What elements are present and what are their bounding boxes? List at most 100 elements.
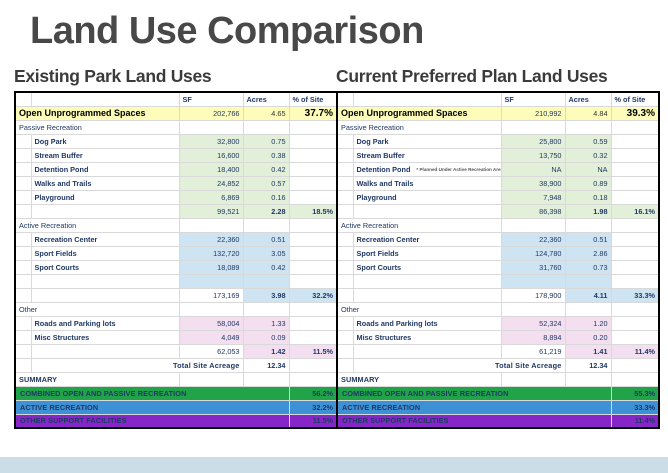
item-label: Detention Pond	[30, 161, 180, 177]
item-label: Misc Structures	[352, 329, 502, 345]
table-row: Walks and Trails 24,852 0.57	[14, 175, 338, 191]
section-header-passive: Passive Recreation	[14, 119, 180, 135]
item-sf: 7,948	[500, 189, 566, 205]
open-acres: 4.84	[564, 105, 612, 121]
table-row: Recreation Center 22,360 0.51	[336, 231, 660, 247]
item-label: Sport Fields	[352, 245, 502, 261]
row-open-unprogrammed: Open Unprogrammed Spaces 202,766 4.65 37…	[14, 105, 338, 121]
item-sf: 18,400	[178, 161, 244, 177]
item-label: Detention Pond	[356, 164, 411, 174]
item-acres: 0.51	[242, 231, 290, 247]
item-label: Stream Buffer	[352, 147, 502, 163]
row-other-subtotal: 62,053 1.42 11.5%	[14, 343, 338, 359]
passive-subtotal-acres: 1.98	[564, 203, 612, 219]
item-sf: 13,750	[500, 147, 566, 163]
item-acres: 1.20	[564, 315, 612, 331]
passive-subtotal-sf: 99,521	[178, 203, 244, 219]
row-passive-subtotal: 99,521 2.28 18.5%	[14, 203, 338, 219]
section-header-active: Active Recreation	[336, 217, 502, 233]
open-pct: 37.7%	[288, 105, 338, 121]
item-sf: 132,720	[178, 245, 244, 261]
other-subtotal-sf: 61,219	[500, 343, 566, 359]
item-sf: 4,049	[178, 329, 244, 345]
item-label: Walks and Trails	[352, 175, 502, 191]
row-active-subtotal: 173,169 3.98 32.2%	[14, 287, 338, 303]
row-summary-header: SUMMARY	[14, 371, 338, 387]
item-label: Stream Buffer	[30, 147, 180, 163]
open-sf: 210,992	[500, 105, 566, 121]
table-header-row: SF Acres % of Site	[14, 91, 338, 107]
column-header-sf: SF	[178, 91, 244, 107]
row-open-unprogrammed: Open Unprogrammed Spaces 210,992 4.84 39…	[336, 105, 660, 121]
summary-label: SUMMARY	[14, 371, 180, 387]
column-header-acres: Acres	[564, 91, 612, 107]
row-spacer	[14, 273, 338, 289]
active-subtotal-sf: 173,169	[178, 287, 244, 303]
table-row: Sport Fields 124,780 2.86	[336, 245, 660, 261]
item-sf: 25,800	[500, 133, 566, 149]
row-section-active: Active Recreation	[14, 217, 338, 233]
open-acres: 4.65	[242, 105, 290, 121]
passive-subtotal-sf: 86,398	[500, 203, 566, 219]
column-header-pct: % of Site	[610, 91, 660, 107]
other-subtotal-pct: 11.5%	[288, 343, 338, 359]
item-label: Playground	[30, 189, 180, 205]
other-subtotal-acres: 1.42	[242, 343, 290, 359]
item-label: Dog Park	[30, 133, 180, 149]
summary-combined-label: COMBINED OPEN AND PASSIVE RECREATION	[336, 385, 612, 401]
item-label: Recreation Center	[352, 231, 502, 247]
table-row: Recreation Center 22,360 0.51	[14, 231, 338, 247]
active-subtotal-acres: 4.11	[564, 287, 612, 303]
table-preferred-land-uses: SF Acres % of Site Open Unprogrammed Spa…	[336, 91, 660, 429]
total-acreage-value: 12.34	[564, 357, 612, 373]
summary-other-value: 11.5%	[288, 413, 338, 429]
passive-subtotal-pct: 16.1%	[610, 203, 660, 219]
item-label: Sport Fields	[30, 245, 180, 261]
item-acres: 0.42	[242, 259, 290, 275]
summary-active-label: ACTIVE RECREATION	[14, 399, 290, 415]
item-acres: 0.51	[564, 231, 612, 247]
item-sf: 38,900	[500, 175, 566, 191]
total-acreage-label: Total Site Acreage	[30, 357, 244, 373]
item-sf: 52,324	[500, 315, 566, 331]
item-acres: 0.32	[564, 147, 612, 163]
summary-bar-other: OTHER SUPPORT FACILITIES 11.5%	[14, 413, 338, 429]
column-header-pct: % of Site	[288, 91, 338, 107]
passive-subtotal-acres: 2.28	[242, 203, 290, 219]
section-header-active: Active Recreation	[14, 217, 180, 233]
table-row: Stream Buffer 16,600 0.38	[14, 147, 338, 163]
table-existing-land-uses: SF Acres % of Site Open Unprogrammed Spa…	[14, 91, 338, 429]
item-acres: 0.75	[242, 133, 290, 149]
item-label: Playground	[352, 189, 502, 205]
summary-bar-active: ACTIVE RECREATION 33.3%	[336, 399, 660, 415]
item-label: Sport Courts	[352, 259, 502, 275]
table-row: Playground 6,869 0.16	[14, 189, 338, 205]
row-total-acreage: Total Site Acreage 12.34	[14, 357, 338, 373]
table-row: Sport Courts 31,760 0.73	[336, 259, 660, 275]
item-acres: NA	[564, 161, 612, 177]
item-sf: 58,004	[178, 315, 244, 331]
table-row: Sport Fields 132,720 3.05	[14, 245, 338, 261]
row-summary-header: SUMMARY	[336, 371, 660, 387]
table-row: Sport Courts 18,089 0.42	[14, 259, 338, 275]
item-sf: 18,089	[178, 259, 244, 275]
item-acres: 0.16	[242, 189, 290, 205]
item-acres: 0.89	[564, 175, 612, 191]
other-subtotal-sf: 62,053	[178, 343, 244, 359]
row-total-acreage: Total Site Acreage 12.34	[336, 357, 660, 373]
item-sf: 24,852	[178, 175, 244, 191]
table-row: Misc Structures 8,894 0.20	[336, 329, 660, 345]
item-acres: 0.57	[242, 175, 290, 191]
summary-active-label: ACTIVE RECREATION	[336, 399, 612, 415]
summary-active-value: 33.3%	[610, 399, 660, 415]
row-section-passive: Passive Recreation	[336, 119, 660, 135]
row-section-other: Other	[14, 301, 338, 317]
summary-combined-value: 55.3%	[610, 385, 660, 401]
detention-pond-note: * Planned Under Active Recreation Areas	[416, 166, 501, 172]
item-sf: 16,600	[178, 147, 244, 163]
summary-bar-combined: COMBINED OPEN AND PASSIVE RECREATION 56.…	[14, 385, 338, 401]
active-subtotal-pct: 32.2%	[288, 287, 338, 303]
summary-bar-other: OTHER SUPPORT FACILITIES 11.4%	[336, 413, 660, 429]
column-header-acres: Acres	[242, 91, 290, 107]
